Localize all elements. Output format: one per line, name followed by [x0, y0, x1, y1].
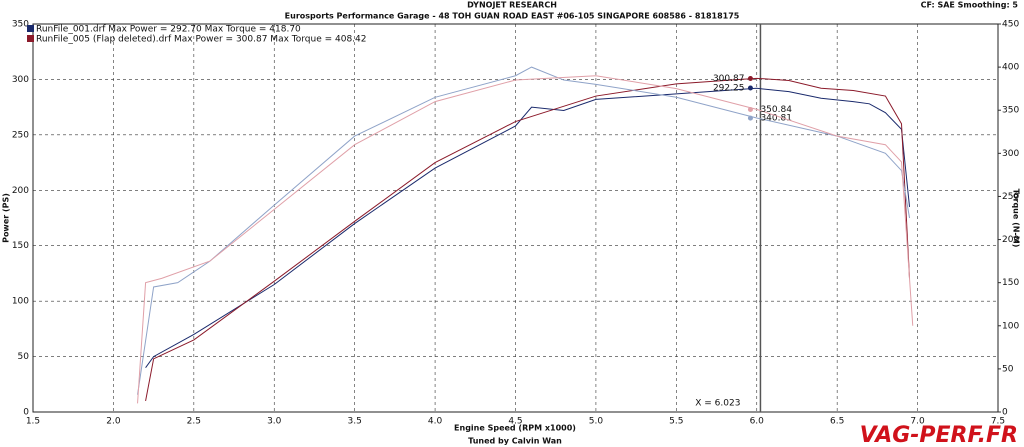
chart-subtitle: Eurosports Performance Garage - 48 TOH G… — [285, 12, 740, 21]
cursor-label: X = 6.023 — [695, 399, 740, 409]
cursor-dot — [747, 106, 753, 112]
y2-tick-label: 0 — [1002, 408, 1008, 418]
x-tick-label: 3.0 — [267, 417, 282, 427]
y-tick-label: 350 — [12, 20, 29, 30]
y2-tick-label: 50 — [1002, 364, 1014, 374]
x-tick-label: 2.5 — [187, 417, 201, 427]
x-tick-label: 5.0 — [589, 417, 604, 427]
x-tick-label: 4.0 — [428, 417, 443, 427]
series-line — [137, 66, 911, 395]
x-tick-label: 2.0 — [106, 417, 121, 427]
y2-tick-label: 100 — [1002, 321, 1019, 331]
watermark: VAG-PERF.FR — [860, 423, 1018, 447]
y-axis-label: Power (PS) — [2, 193, 11, 243]
cursor-value: 300.87 — [713, 74, 745, 84]
x-tick-label: 6.5 — [830, 417, 844, 427]
cursor-value: 292.25 — [713, 84, 745, 94]
plot-frame — [32, 23, 999, 413]
y2-tick-label: 400 — [1002, 63, 1019, 73]
legend-label: RunFile_005 (Flap deleted).drf Max Power… — [36, 35, 367, 45]
series-line — [145, 77, 911, 402]
y2-tick-label: 150 — [1002, 278, 1019, 288]
y2-axis-label: Torque (N-M) — [1012, 189, 1021, 248]
y-tick-label: 0 — [23, 408, 29, 418]
y2-tick-label: 200 — [1002, 235, 1019, 245]
cursor-value: 340.81 — [760, 114, 792, 124]
y2-tick-label: 250 — [1002, 192, 1019, 202]
y-tick-label: 50 — [18, 352, 30, 362]
x-tick-label: 1.5 — [26, 417, 40, 427]
y-tick-label: 150 — [12, 241, 29, 251]
chart-title: DYNOJET RESEARCH — [467, 1, 557, 10]
legend-swatch — [27, 35, 34, 42]
series-line — [137, 75, 914, 404]
cursor-dot — [747, 115, 753, 121]
x-tick-label: 6.0 — [750, 417, 765, 427]
cursor-value: 350.84 — [760, 105, 792, 115]
y2-tick-label: 350 — [1002, 106, 1019, 116]
y-tick-label: 200 — [12, 186, 29, 196]
y-tick-label: 250 — [12, 130, 29, 140]
legend-swatch — [27, 25, 34, 32]
x-axis-label: Engine Speed (RPM x1000) — [454, 424, 576, 433]
x-tick-label: 3.5 — [348, 417, 362, 427]
series-line — [145, 87, 911, 368]
cursor-dot — [747, 85, 753, 91]
x-tick-label: 5.5 — [669, 417, 683, 427]
legend-label: RunFile_001.drf Max Power = 292.70 Max T… — [36, 25, 301, 35]
x-tick-label: 7.0 — [910, 417, 925, 427]
y-tick-label: 100 — [12, 297, 29, 307]
x-tick-label: 4.5 — [508, 417, 522, 427]
y2-tick-label: 450 — [1002, 20, 1019, 30]
y2-tick-label: 300 — [1002, 149, 1019, 159]
settings: CF: SAE Smoothing: 5 — [921, 1, 1019, 10]
footer: Tuned by Calvin Wan — [468, 437, 562, 446]
y-tick-label: 300 — [12, 75, 29, 85]
cursor-dot — [747, 75, 753, 81]
x-tick-label: 7.5 — [991, 417, 1005, 427]
